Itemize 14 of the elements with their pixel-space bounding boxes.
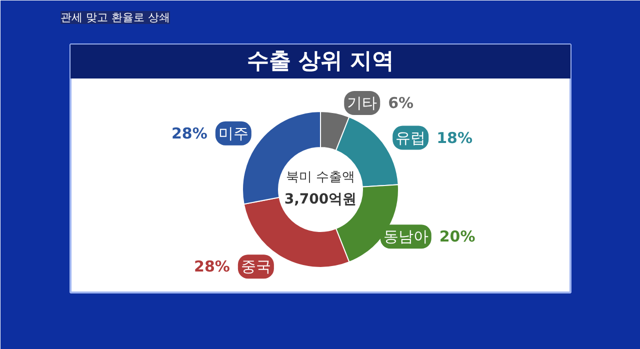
slice-label: 동남아 (383, 228, 428, 246)
text: 북미 수출액 (286, 170, 356, 185)
slice-label: 기타 (347, 94, 378, 112)
slice-label: 중국 (240, 258, 271, 276)
data-label: 28% (171, 124, 208, 142)
data-label: 6% (388, 94, 414, 112)
slice-label: 미주 (218, 124, 248, 142)
data-label: 28% (194, 258, 230, 276)
slice-label: 유럽 (396, 128, 426, 147)
data-label: 18% (436, 128, 473, 147)
chart-title: 수출 상위 지역 (246, 49, 394, 74)
text: 관세 맞고 환율로 상쇄 (60, 11, 170, 24)
text: 3,700억원 (284, 192, 357, 208)
data-label: 20% (439, 228, 476, 246)
